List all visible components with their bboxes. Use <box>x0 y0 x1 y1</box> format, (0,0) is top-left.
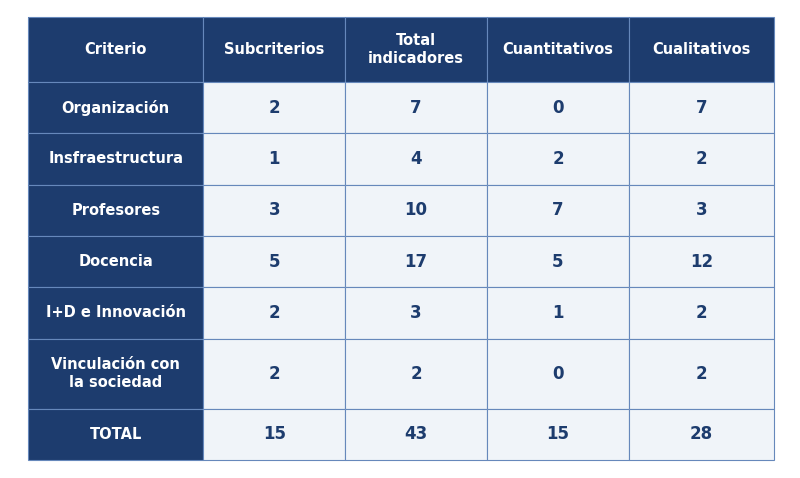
Text: Organización: Organización <box>62 100 170 116</box>
Text: 12: 12 <box>690 252 713 271</box>
Text: 15: 15 <box>546 425 570 443</box>
Text: 7: 7 <box>410 98 422 117</box>
Text: 10: 10 <box>405 201 428 219</box>
Text: 5: 5 <box>552 252 564 271</box>
Text: 4: 4 <box>410 150 422 168</box>
Text: 0: 0 <box>552 98 564 117</box>
Text: 2: 2 <box>696 365 707 382</box>
Text: 0: 0 <box>552 365 564 382</box>
Text: 5: 5 <box>269 252 280 271</box>
Text: 43: 43 <box>405 425 428 443</box>
Text: Insfraestructura: Insfraestructura <box>48 152 183 166</box>
Text: 2: 2 <box>410 365 422 382</box>
Text: Cuantitativos: Cuantitativos <box>502 42 614 57</box>
Text: I+D e Innovación: I+D e Innovación <box>46 305 186 320</box>
Text: 2: 2 <box>696 150 707 168</box>
Text: 7: 7 <box>552 201 564 219</box>
Text: Cualitativos: Cualitativos <box>653 42 751 57</box>
Text: 15: 15 <box>263 425 286 443</box>
Text: 28: 28 <box>690 425 713 443</box>
Text: 2: 2 <box>696 304 707 322</box>
Text: 3: 3 <box>410 304 422 322</box>
Text: Docencia: Docencia <box>78 254 153 269</box>
Text: 2: 2 <box>269 304 280 322</box>
Text: 17: 17 <box>405 252 428 271</box>
Text: Subcriterios: Subcriterios <box>224 42 325 57</box>
Text: 3: 3 <box>696 201 707 219</box>
Text: Vinculación con
la sociedad: Vinculación con la sociedad <box>51 357 180 391</box>
Text: Criterio: Criterio <box>85 42 147 57</box>
Text: 1: 1 <box>552 304 564 322</box>
Text: 1: 1 <box>269 150 280 168</box>
Text: Profesores: Profesores <box>71 203 160 218</box>
Text: 2: 2 <box>269 98 280 117</box>
Text: TOTAL: TOTAL <box>90 427 142 442</box>
Text: 3: 3 <box>269 201 280 219</box>
Text: 7: 7 <box>696 98 707 117</box>
Text: 2: 2 <box>552 150 564 168</box>
Text: 2: 2 <box>269 365 280 382</box>
Text: Total
indicadores: Total indicadores <box>368 33 464 66</box>
